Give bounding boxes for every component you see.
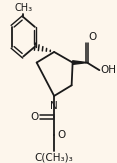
Polygon shape <box>73 61 87 64</box>
Text: O: O <box>30 112 39 122</box>
Text: OH: OH <box>100 65 116 75</box>
Text: O: O <box>89 32 97 42</box>
Text: O: O <box>57 130 66 140</box>
Text: N: N <box>50 101 58 111</box>
Text: C(CH₃)₃: C(CH₃)₃ <box>35 152 73 162</box>
Text: CH₃: CH₃ <box>14 2 32 13</box>
